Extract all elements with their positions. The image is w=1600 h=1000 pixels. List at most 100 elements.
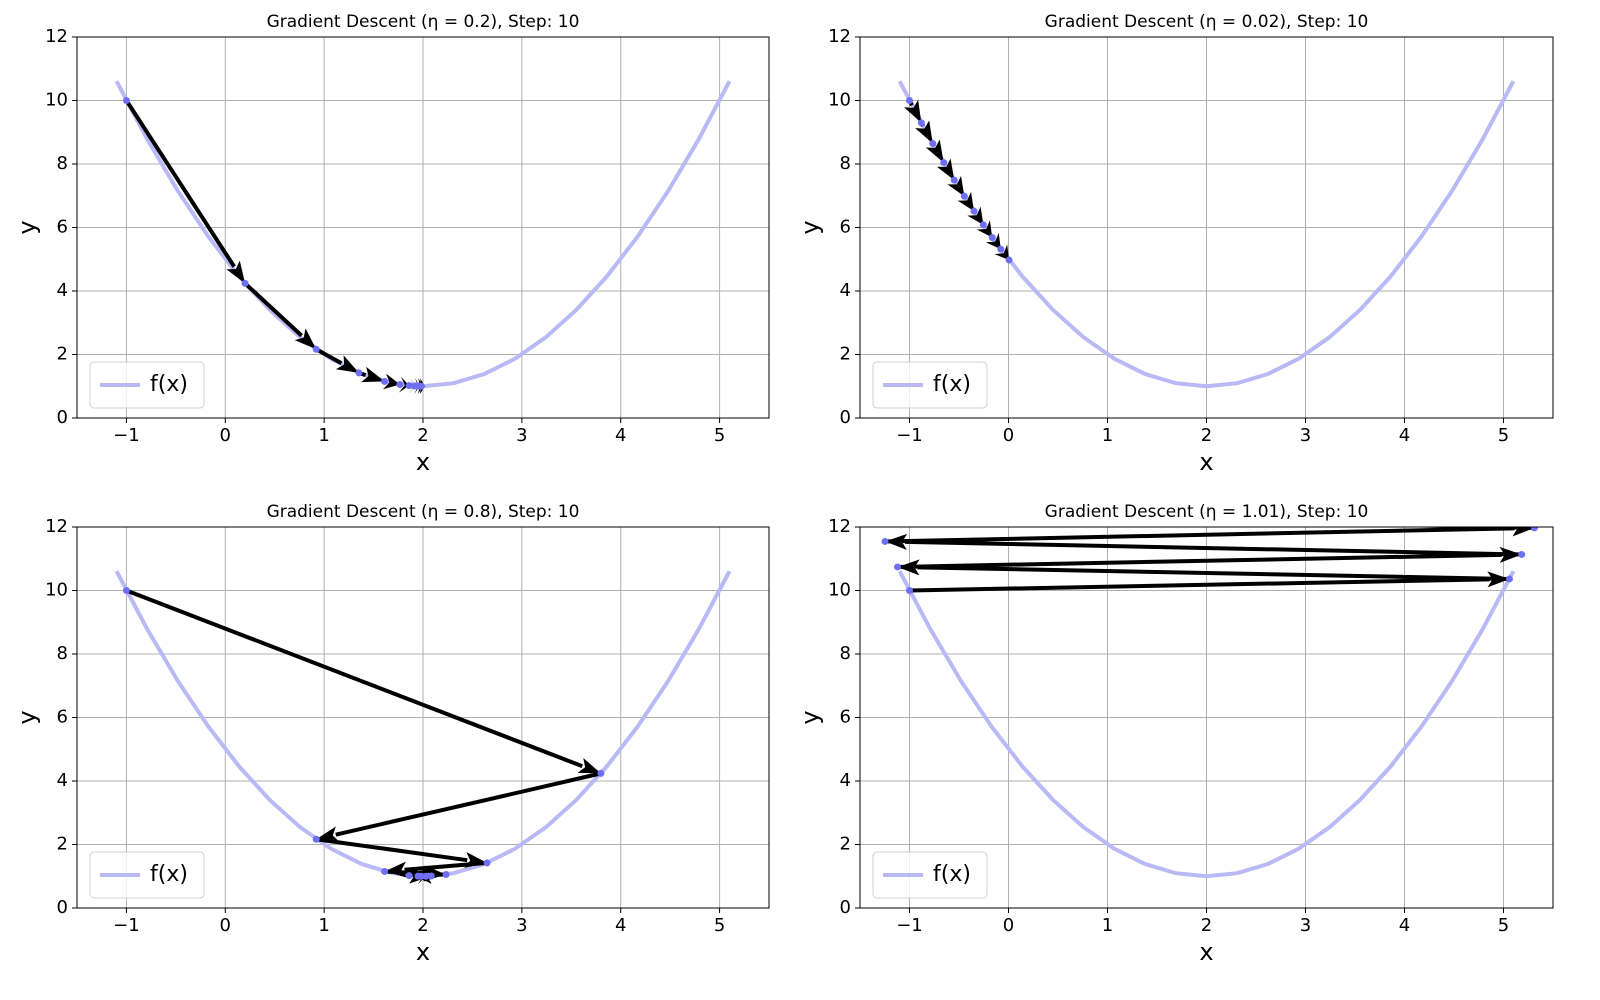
y-tick-label: 2 — [840, 834, 851, 855]
x-tick-label: 5 — [1498, 915, 1509, 936]
y-tick-label: 0 — [840, 407, 851, 428]
y-axis-label: y — [796, 710, 824, 724]
y-tick-label: 2 — [57, 344, 68, 365]
arrow — [243, 281, 317, 350]
step-point — [929, 140, 937, 148]
arrow — [124, 99, 246, 284]
x-axis-label: x — [416, 448, 430, 476]
arrow-head — [976, 220, 993, 238]
plot-area — [841, 444, 1561, 879]
step-point — [122, 587, 130, 594]
step-point — [950, 176, 958, 184]
x-tick-label: 3 — [1300, 915, 1311, 936]
legend-label: f(x) — [150, 372, 188, 397]
y-tick-label: 10 — [45, 90, 68, 111]
step-point — [906, 587, 913, 594]
arrow-head — [947, 175, 965, 197]
x-tick-label: 5 — [714, 425, 725, 446]
arrow — [884, 527, 1535, 544]
step-point — [970, 207, 978, 215]
x-tick-label: 3 — [1300, 425, 1311, 446]
x-tick-label: 2 — [1201, 425, 1212, 446]
arrow-head — [844, 444, 866, 460]
y-tick-label: 6 — [57, 217, 68, 238]
arrow-head — [859, 476, 881, 492]
x-tick-label: −1 — [896, 425, 923, 446]
arrow-head — [294, 328, 317, 350]
step-point — [1518, 550, 1526, 558]
subplot: Gradient Descent (η = 1.01), Step: 10 x y −… — [796, 444, 1561, 966]
step-point — [894, 563, 902, 571]
x-tick-label: 5 — [714, 915, 725, 936]
y-tick-label: 8 — [57, 643, 68, 664]
step-point — [355, 369, 363, 377]
y-tick-label: 12 — [45, 516, 68, 537]
y-tick-label: 6 — [840, 707, 851, 728]
arrow — [316, 771, 602, 843]
axes-frame — [76, 36, 770, 419]
arrow-head — [915, 120, 933, 144]
curve — [897, 570, 1516, 879]
step-point — [241, 279, 249, 287]
legend: f(x) — [89, 361, 205, 409]
y-tick-label: 6 — [840, 217, 851, 238]
step-point — [427, 872, 435, 880]
x-tick-label: 1 — [1102, 915, 1113, 936]
subplot-title: Gradient Descent (η = 0.2), Step: 10 — [267, 12, 580, 32]
arrow — [315, 347, 359, 373]
y-tick-label: 2 — [840, 344, 851, 365]
x-tick-label: 2 — [417, 915, 428, 936]
arrow-shaft — [315, 837, 468, 863]
x-tick-label: −1 — [113, 425, 140, 446]
step-point — [960, 192, 968, 200]
arrow-head — [967, 206, 984, 225]
x-tick-label: 1 — [318, 425, 329, 446]
step-point — [442, 871, 450, 879]
y-tick-label: 4 — [840, 280, 851, 301]
y-tick-label: 12 — [828, 26, 851, 47]
arrow-head — [985, 232, 1001, 250]
plot-area — [897, 80, 1516, 389]
arrow-head — [1539, 461, 1561, 477]
arrow-shaft — [904, 539, 1522, 557]
step-point — [405, 872, 413, 880]
arrow-shaft — [884, 527, 1515, 544]
step-point — [312, 835, 320, 843]
step-point — [417, 872, 425, 880]
arrow-shaft — [897, 552, 1502, 569]
step-point — [417, 382, 425, 390]
step-point — [1530, 527, 1538, 532]
legend: f(x) — [872, 361, 988, 409]
subplot: Gradient Descent (η = 0.8), Step: 10 x y −1… — [13, 502, 770, 966]
y-axis-label: y — [796, 220, 824, 234]
legend-box — [89, 361, 205, 409]
legend-label: f(x) — [933, 862, 971, 887]
x-tick-label: −1 — [113, 915, 140, 936]
legend: f(x) — [89, 851, 205, 899]
y-tick-label: 2 — [57, 834, 68, 855]
step-point — [841, 448, 848, 455]
axes-frame — [76, 526, 770, 909]
step-point — [405, 382, 413, 390]
x-axis-label: x — [1199, 938, 1213, 966]
arrow — [904, 99, 922, 123]
x-tick-label: 4 — [615, 915, 626, 936]
x-tick-label: 2 — [417, 425, 428, 446]
y-tick-label: 10 — [45, 580, 68, 601]
x-tick-label: 0 — [220, 915, 231, 936]
step-point — [855, 480, 862, 487]
axes-frame — [859, 526, 1554, 909]
step-point — [906, 97, 913, 104]
step-point — [1005, 256, 1013, 264]
arrow — [885, 533, 1522, 557]
subplot: Gradient Descent (η = 0.02), Step: 10 x y −… — [796, 12, 1554, 476]
step-point — [597, 769, 605, 777]
plot-area — [114, 570, 732, 885]
arrow-head — [957, 191, 975, 212]
subplot-title: Gradient Descent (η = 0.02), Step: 10 — [1045, 12, 1369, 32]
arrow — [358, 366, 385, 383]
y-tick-label: 4 — [840, 770, 851, 791]
y-tick-label: 0 — [57, 407, 68, 428]
arrow-head — [226, 260, 246, 284]
y-tick-label: 4 — [57, 770, 68, 791]
